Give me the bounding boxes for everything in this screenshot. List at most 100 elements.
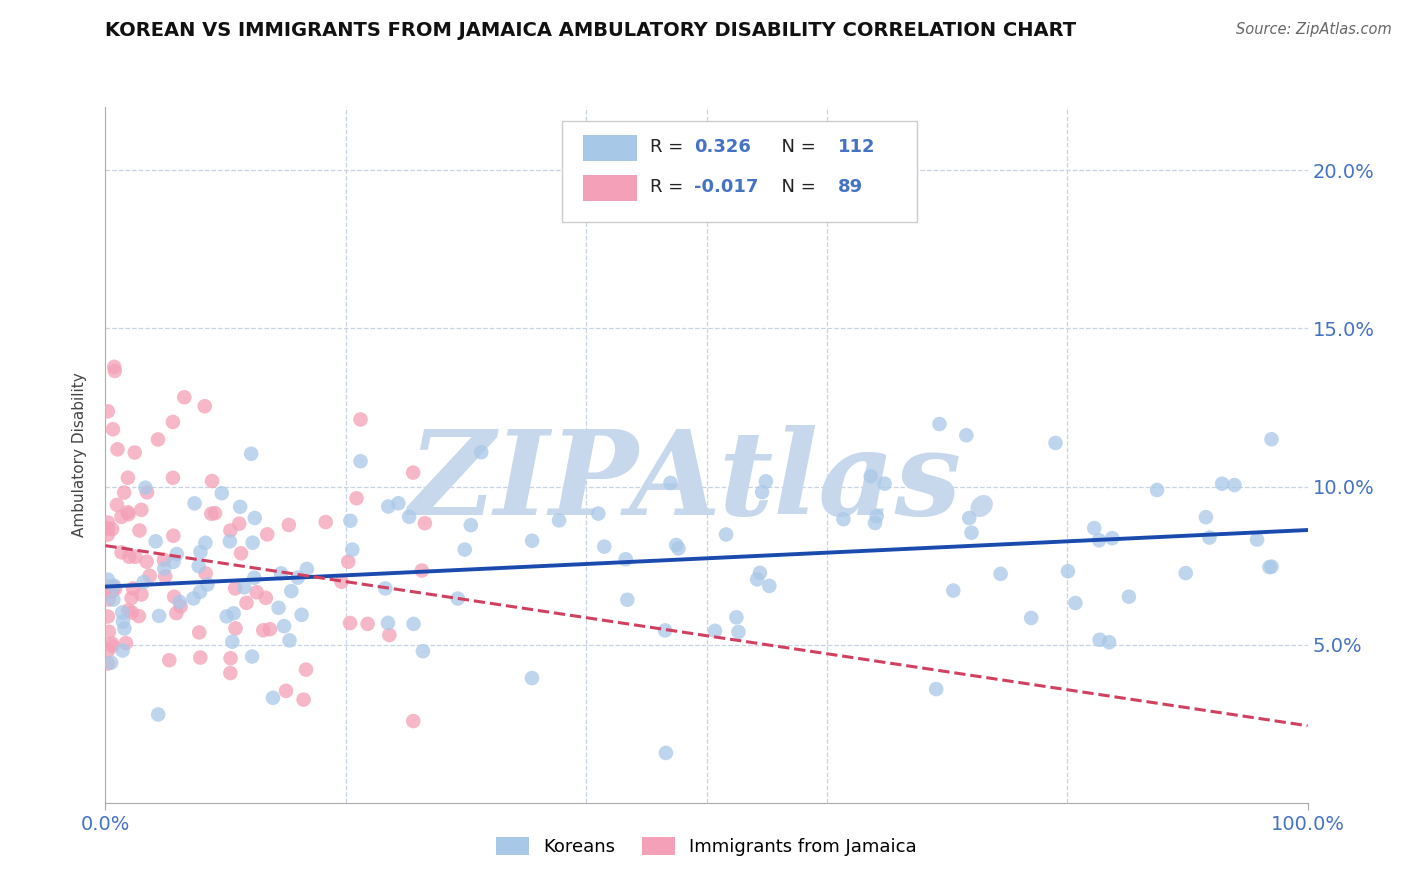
- Point: [1019, 611, 1042, 625]
- Point: [194, 399, 217, 413]
- Point: [990, 566, 1012, 581]
- Point: [1260, 432, 1282, 446]
- Point: [110, 509, 132, 524]
- Point: [173, 390, 195, 404]
- Point: [229, 546, 252, 560]
- Point: [117, 507, 139, 521]
- Point: [413, 516, 436, 531]
- Point: [194, 536, 217, 550]
- Point: [187, 559, 209, 574]
- Point: [654, 624, 676, 638]
- Point: [955, 428, 977, 442]
- Point: [100, 584, 122, 599]
- Point: [169, 595, 191, 609]
- Point: [374, 582, 396, 596]
- Point: [97, 527, 120, 541]
- Point: [111, 643, 134, 657]
- Point: [165, 606, 187, 620]
- Point: [337, 555, 360, 569]
- Point: [1195, 510, 1218, 524]
- Point: [863, 516, 886, 530]
- Point: [148, 608, 170, 623]
- Point: [104, 364, 127, 378]
- Point: [1211, 476, 1233, 491]
- Text: KOREAN VS IMMIGRANTS FROM JAMAICA AMBULATORY DISABILITY CORRELATION CHART: KOREAN VS IMMIGRANTS FROM JAMAICA AMBULA…: [105, 21, 1077, 40]
- Point: [101, 639, 124, 653]
- Point: [183, 496, 205, 510]
- Point: [101, 522, 124, 536]
- Point: [221, 634, 243, 648]
- Point: [273, 619, 295, 633]
- Point: [1083, 521, 1105, 535]
- Text: Source: ZipAtlas.com: Source: ZipAtlas.com: [1236, 22, 1392, 37]
- Point: [873, 476, 896, 491]
- Point: [520, 533, 543, 548]
- Point: [134, 481, 156, 495]
- Point: [256, 527, 278, 541]
- Point: [101, 636, 124, 650]
- Point: [128, 609, 150, 624]
- Point: [200, 507, 222, 521]
- Point: [259, 622, 281, 636]
- Point: [1246, 533, 1268, 547]
- Point: [1101, 531, 1123, 545]
- Point: [1223, 478, 1246, 492]
- Text: N =: N =: [770, 138, 821, 156]
- Text: R =: R =: [650, 138, 689, 156]
- Point: [131, 587, 153, 601]
- Point: [402, 616, 425, 631]
- Point: [145, 534, 167, 549]
- Point: [121, 591, 143, 605]
- Point: [356, 616, 378, 631]
- Point: [412, 644, 434, 658]
- Point: [616, 592, 638, 607]
- Point: [110, 545, 132, 559]
- Point: [665, 538, 688, 552]
- FancyBboxPatch shape: [562, 121, 917, 222]
- Point: [224, 621, 246, 635]
- Point: [346, 491, 368, 506]
- Point: [240, 447, 263, 461]
- Point: [339, 514, 361, 528]
- Point: [112, 622, 135, 636]
- Point: [1088, 533, 1111, 548]
- Point: [548, 513, 571, 527]
- Point: [219, 651, 242, 665]
- Point: [378, 628, 401, 642]
- Point: [121, 606, 143, 620]
- Point: [330, 574, 353, 589]
- Text: N =: N =: [770, 178, 821, 196]
- Point: [117, 505, 139, 519]
- Point: [215, 609, 238, 624]
- Point: [1088, 632, 1111, 647]
- Point: [295, 663, 318, 677]
- Legend: Koreans, Immigrants from Jamaica: Koreans, Immigrants from Jamaica: [489, 830, 924, 863]
- Text: 112: 112: [838, 138, 875, 156]
- Point: [925, 682, 948, 697]
- Point: [246, 585, 269, 599]
- Point: [166, 547, 188, 561]
- Point: [97, 573, 120, 587]
- Point: [97, 404, 120, 418]
- Point: [222, 607, 245, 621]
- Point: [470, 445, 492, 459]
- Point: [957, 511, 980, 525]
- FancyBboxPatch shape: [582, 135, 637, 161]
- Text: -0.017: -0.017: [695, 178, 759, 196]
- Point: [454, 542, 477, 557]
- Point: [104, 582, 127, 596]
- Point: [97, 624, 120, 639]
- Point: [97, 657, 120, 671]
- Point: [103, 580, 125, 594]
- Point: [105, 498, 128, 512]
- Point: [97, 609, 120, 624]
- Point: [460, 518, 482, 533]
- Point: [748, 566, 770, 580]
- Point: [252, 624, 274, 638]
- Point: [755, 475, 778, 489]
- Point: [190, 545, 212, 559]
- FancyBboxPatch shape: [582, 175, 637, 201]
- Point: [229, 500, 252, 514]
- Point: [211, 486, 233, 500]
- Point: [287, 571, 309, 585]
